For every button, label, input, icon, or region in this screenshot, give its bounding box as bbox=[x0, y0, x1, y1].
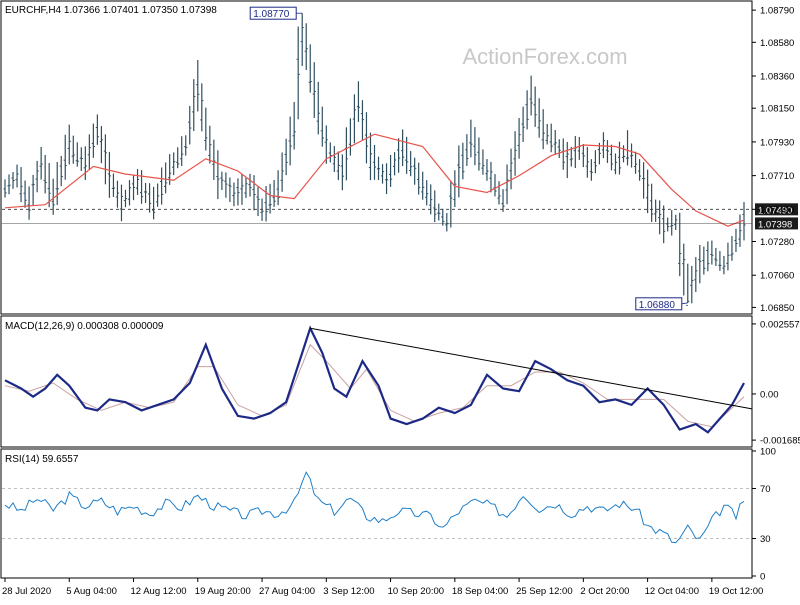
price-tick-label: 1.08360 bbox=[760, 72, 794, 83]
macd-tick-label: 0.00 bbox=[760, 389, 779, 400]
annotation-label: 1.08770 bbox=[253, 9, 290, 20]
price-levels: 1.07490 1.07398 bbox=[2, 203, 798, 230]
price-tick-label: 1.07280 bbox=[760, 237, 794, 248]
moving-average-line bbox=[4, 133, 745, 227]
price-tick-label: 1.07710 bbox=[760, 171, 794, 182]
macd-tick-label: 0.002557 bbox=[760, 319, 800, 330]
watermark: ActionForex.com bbox=[462, 44, 627, 69]
macd-series bbox=[4, 325, 753, 434]
price-series bbox=[3, 13, 746, 306]
time-tick-label: 19 Oct 12:00 bbox=[709, 586, 763, 597]
rsi-tick-label: 0 bbox=[760, 572, 765, 583]
price-level-label: 1.07398 bbox=[758, 219, 792, 230]
macd-tick-label: -0.001685 bbox=[760, 436, 800, 447]
time-tick-label: 5 Aug 04:00 bbox=[66, 586, 117, 597]
rsi-axis-ticks: 100 70 30 0 bbox=[752, 447, 776, 583]
price-tick-label: 1.07060 bbox=[760, 271, 794, 282]
rsi-tick-label: 30 bbox=[760, 534, 771, 545]
time-tick-label: 10 Sep 20:00 bbox=[388, 586, 445, 597]
price-axis-ticks: 1.08790 1.08580 1.08360 1.08150 1.07930 1.077… bbox=[752, 6, 794, 314]
time-tick-label: 27 Aug 04:00 bbox=[259, 586, 315, 597]
price-panel-frame bbox=[0, 0, 753, 315]
macd-trendline bbox=[310, 327, 753, 410]
signal-line bbox=[4, 343, 745, 428]
time-tick-label: 28 Jul 2020 bbox=[2, 586, 51, 597]
price-tick-label: 1.08580 bbox=[760, 38, 794, 49]
price-annotations: 1.08770 1.06880 bbox=[249, 6, 688, 311]
rsi-panel-title: RSI(14) 59.6557 bbox=[5, 454, 79, 465]
price-panel-title: EURCHF,H4 1.07366 1.07401 1.07350 1.0739… bbox=[5, 5, 217, 16]
price-level-badge bbox=[755, 217, 798, 230]
time-tick-label: 19 Aug 20:00 bbox=[195, 586, 251, 597]
macd-axis-ticks: 0.002557 0.00 -0.001685 bbox=[752, 319, 800, 447]
time-tick-label: 12 Aug 12:00 bbox=[131, 586, 187, 597]
annotation-label: 1.06880 bbox=[639, 300, 676, 311]
price-level-label: 1.07490 bbox=[758, 205, 792, 216]
time-tick-label: 2 Oct 20:00 bbox=[580, 586, 629, 597]
time-tick-label: 25 Sep 12:00 bbox=[516, 586, 573, 597]
moving-average-series bbox=[4, 133, 745, 227]
annotation-pointer bbox=[681, 302, 688, 305]
price-tick-label: 1.07930 bbox=[760, 137, 794, 148]
rsi-line bbox=[4, 471, 745, 544]
rsi-tick-label: 70 bbox=[760, 484, 771, 495]
macd-panel-frame bbox=[0, 315, 753, 448]
price-level-badge bbox=[755, 203, 798, 216]
time-axis: 28 Jul 2020 5 Aug 04:00 12 Aug 12:00 19 Aug… bbox=[2, 578, 763, 597]
time-tick-label: 12 Oct 04:00 bbox=[645, 586, 699, 597]
macd-panel-title: MACD(12,26,9) 0.000308 0.000009 bbox=[5, 321, 164, 332]
rsi-panel-frame bbox=[0, 448, 753, 579]
rsi-tick-label: 100 bbox=[760, 447, 776, 458]
macd-line bbox=[4, 325, 745, 434]
price-tick-label: 1.06850 bbox=[760, 303, 794, 314]
price-tick-label: 1.08150 bbox=[760, 104, 794, 115]
price-tick-label: 1.07490 bbox=[760, 205, 794, 216]
price-tick-label: 1.08790 bbox=[760, 6, 794, 17]
time-tick-label: 3 Sep 12:00 bbox=[323, 586, 374, 597]
time-tick-label: 18 Sep 04:00 bbox=[452, 586, 509, 597]
rsi-series bbox=[2, 471, 752, 544]
